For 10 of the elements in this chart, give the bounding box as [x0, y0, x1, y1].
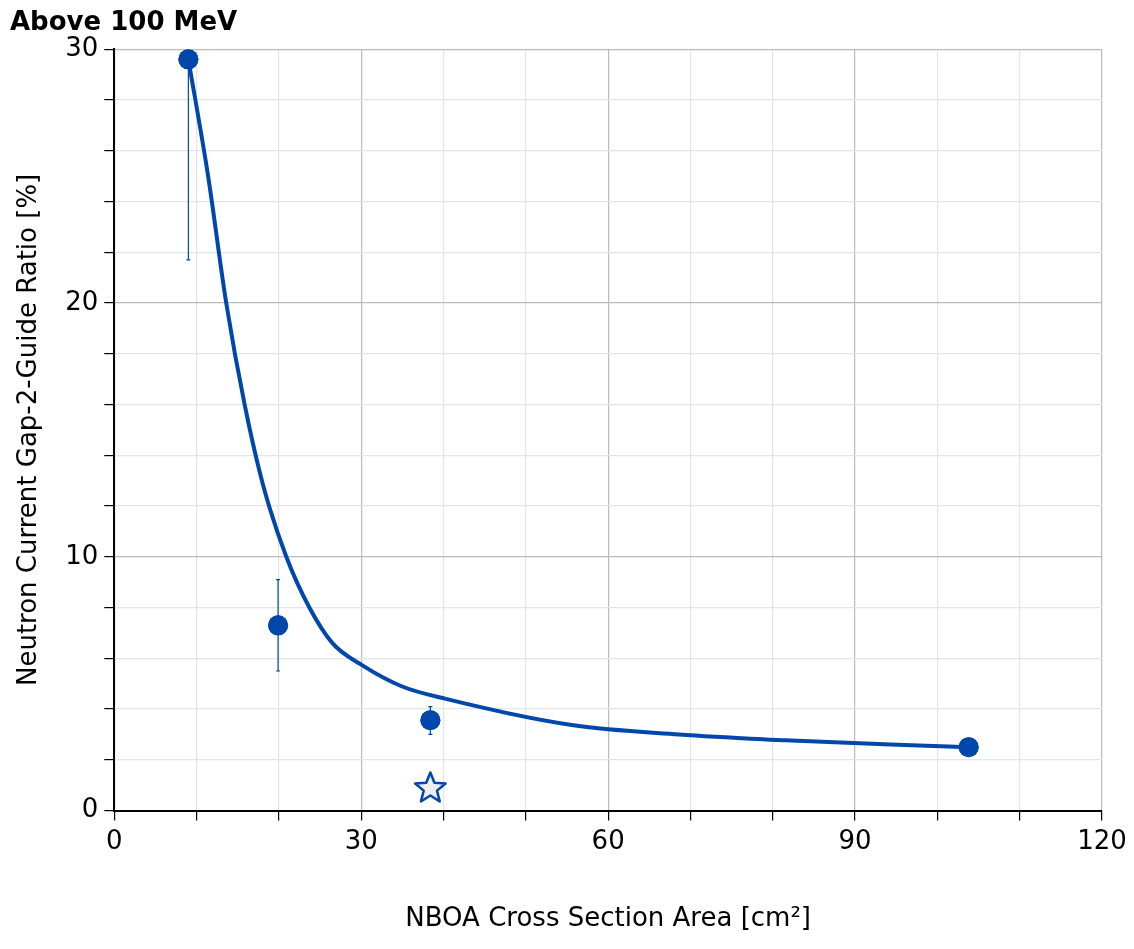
y-tick-label: 0 [81, 793, 99, 824]
y-axis-title: Neutron Current Gap-2-Guide Ratio [%] [12, 173, 43, 687]
x-tick-label: 0 [106, 824, 123, 855]
x-tick-label: 30 [344, 824, 378, 855]
x-tick-label: 120 [1077, 824, 1127, 855]
y-tick-label: 10 [65, 539, 99, 570]
x-tick-label: 60 [591, 824, 625, 855]
x-axis-title: NBOA Cross Section Area [cm²] [405, 902, 811, 933]
y-tick-label: 20 [65, 285, 99, 316]
x-tick-label: 90 [838, 824, 872, 855]
